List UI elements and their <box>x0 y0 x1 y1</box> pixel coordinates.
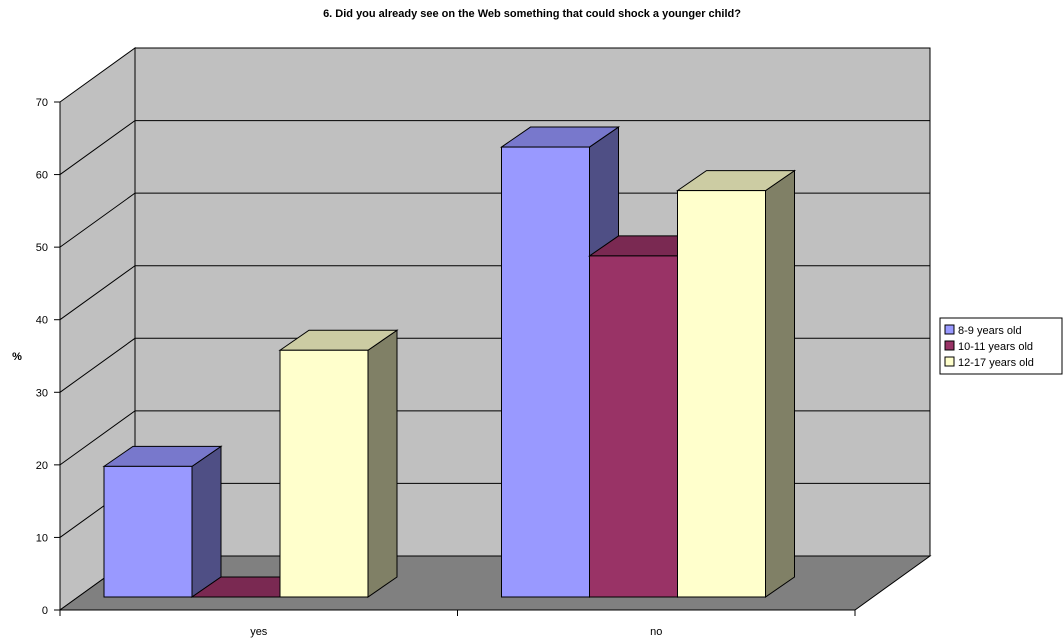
legend-label: 8-9 years old <box>958 325 1022 337</box>
y-tick-label: 70 <box>36 97 48 109</box>
bar-side <box>765 169 795 598</box>
legend: 8-9 years old 10-11 years old 12-17 years … <box>939 317 1063 375</box>
legend-swatch <box>944 356 955 367</box>
legend-label: 12-17 years old <box>958 357 1034 369</box>
y-tick-label: 60 <box>36 170 48 182</box>
bar-side <box>367 329 398 598</box>
x-tick-label: yes <box>250 626 268 638</box>
bar-front <box>103 465 193 598</box>
gridline <box>59 192 930 248</box>
bar-front <box>501 146 590 598</box>
y-tick-label: 40 <box>36 315 48 327</box>
legend-swatch <box>944 340 955 351</box>
y-tick-label: 10 <box>36 532 48 544</box>
bar-12-17-years-old-no <box>675 169 797 598</box>
bar-8-9-years-old-yes <box>102 445 223 598</box>
legend-box <box>939 317 1063 375</box>
bars <box>102 126 797 598</box>
chart-title: 6. Did you already see on the Web someth… <box>323 8 741 20</box>
bar-10-11-years-old-no <box>587 234 709 598</box>
legend-label: 10-11 years old <box>958 341 1033 353</box>
y-tick-label: 20 <box>36 460 48 472</box>
axes: 0 10 20 30 40 50 60 70 yes no <box>36 97 856 638</box>
bar-side <box>191 445 222 598</box>
y-tick-label: 30 <box>36 387 48 399</box>
bar-12-17-years-old-yes <box>278 329 399 598</box>
x-tick-label: no <box>650 626 662 638</box>
y-axis-label: % <box>12 351 22 363</box>
bar-front <box>279 349 369 598</box>
gridline <box>59 120 930 175</box>
y-tick-label: 50 <box>36 242 48 254</box>
y-tick-label: 0 <box>42 605 48 617</box>
bar-front <box>589 255 678 598</box>
bar-front <box>677 190 766 598</box>
legend-swatch <box>944 324 955 335</box>
